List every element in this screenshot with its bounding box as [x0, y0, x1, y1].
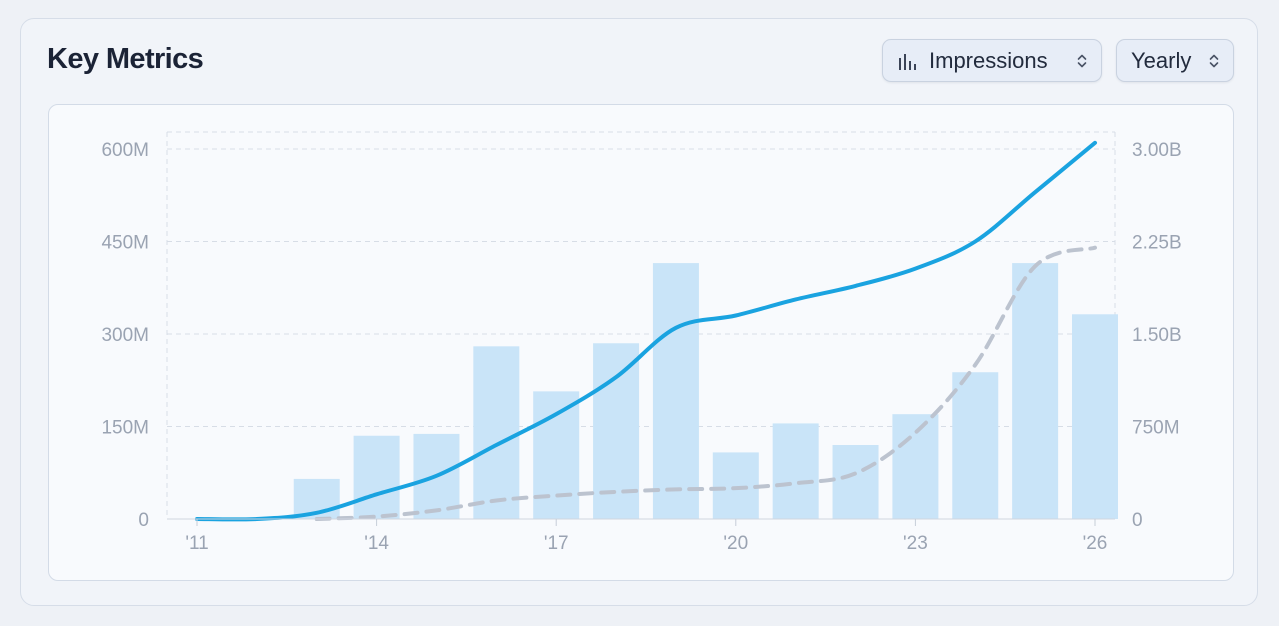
metric-select[interactable]: Impressions	[882, 39, 1102, 82]
x-tick-label: '23	[903, 533, 928, 554]
x-tick-label: '17	[544, 533, 569, 554]
y-left-tick-label: 0	[138, 510, 149, 531]
bar	[473, 346, 520, 519]
bar	[832, 445, 879, 519]
chevron-up-down-icon	[1209, 52, 1219, 70]
x-tick-label: '26	[1083, 533, 1108, 554]
bar	[533, 391, 580, 519]
card-title: Key Metrics	[47, 43, 204, 75]
x-tick-label: '11	[185, 533, 208, 554]
bar	[952, 372, 999, 519]
chart-panel: 0 0 150M 750M 300M 1.50B 450M 2.25B 600M 3.00B '11…	[48, 104, 1234, 581]
bar	[712, 452, 759, 519]
bar-series	[293, 263, 1118, 519]
line-series	[195, 140, 1097, 522]
period-select-label: Yearly	[1131, 47, 1192, 73]
y-right-tick-label: 3.00B	[1132, 140, 1182, 161]
axes: 0 0 150M 750M 300M 1.50B 450M 2.25B 600M 3.00B '11…	[101, 140, 1181, 554]
key-metrics-card: Key Metrics Impressions Yearly	[20, 18, 1258, 606]
y-right-tick-label: 750M	[1132, 418, 1180, 439]
bar	[772, 423, 819, 519]
bar-chart-icon	[897, 52, 917, 70]
x-tick-label: '20	[723, 533, 748, 554]
bar	[652, 263, 699, 519]
bar	[1072, 314, 1118, 519]
dashed-trend-line	[314, 245, 1097, 521]
combo-chart: 0 0 150M 750M 300M 1.50B 450M 2.25B 600M 3.00B '11…	[101, 131, 1182, 554]
y-right-tick-label: 2.25B	[1132, 233, 1182, 254]
bar	[353, 435, 400, 519]
y-right-tick-label: 1.50B	[1132, 325, 1182, 346]
y-left-tick-label: 150M	[101, 418, 149, 439]
y-left-tick-label: 300M	[101, 325, 149, 346]
chevron-up-down-icon	[1077, 52, 1087, 70]
bar	[892, 414, 939, 519]
y-left-tick-label: 450M	[101, 233, 149, 254]
y-left-tick-label: 600M	[101, 140, 149, 161]
y-right-tick-label: 0	[1132, 510, 1143, 531]
cumulative-line	[195, 140, 1097, 522]
bar	[1012, 263, 1059, 519]
metric-select-label: Impressions	[929, 47, 1048, 73]
period-select[interactable]: Yearly	[1116, 39, 1234, 82]
x-tick-label: '14	[364, 533, 389, 554]
